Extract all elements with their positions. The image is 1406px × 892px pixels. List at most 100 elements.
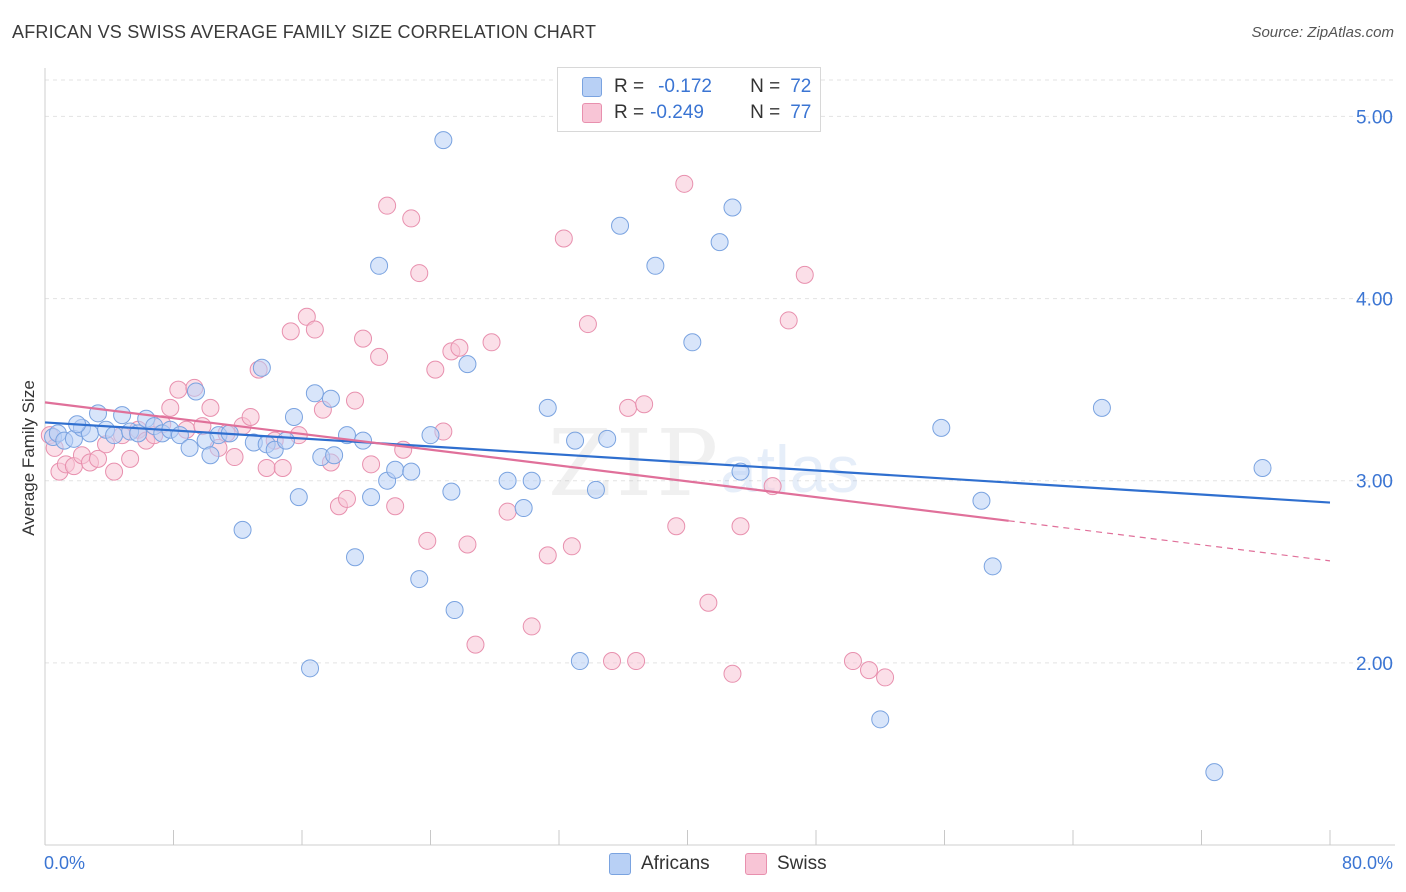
africans-point xyxy=(105,426,124,445)
africans-point xyxy=(321,389,340,408)
africans-point xyxy=(1092,398,1111,417)
swiss-point xyxy=(378,196,397,215)
swiss-point xyxy=(257,458,276,477)
africans-swatch xyxy=(582,77,602,97)
africans-point xyxy=(566,431,585,450)
swiss-point xyxy=(627,652,646,671)
africans-point xyxy=(514,499,533,518)
swiss-point xyxy=(458,535,477,554)
swiss-point xyxy=(723,664,742,683)
y-tick-label: 3.00 xyxy=(1356,472,1393,493)
swiss-point xyxy=(161,398,180,417)
swiss-point xyxy=(667,517,686,536)
swiss-point xyxy=(297,307,316,326)
swiss-point xyxy=(89,449,108,468)
chart-title: AFRICAN VS SWISS AVERAGE FAMILY SIZE COR… xyxy=(12,22,597,42)
legend-r-label: R = xyxy=(614,76,645,97)
legend-label-africans: Africans xyxy=(641,853,710,874)
legend-item-swiss[interactable]: Swiss xyxy=(745,851,827,877)
swiss-point xyxy=(619,398,638,417)
legend-r-label: R = xyxy=(614,102,645,123)
swiss-point xyxy=(402,209,421,228)
swiss-point xyxy=(635,395,654,414)
legend-n-label: N = xyxy=(750,102,781,123)
africans-point xyxy=(186,382,205,401)
trend-lines xyxy=(44,401,1331,562)
africans-point xyxy=(586,480,605,499)
swiss-swatch xyxy=(582,103,602,123)
y-tick-label: 5.00 xyxy=(1356,107,1393,128)
africans-point xyxy=(402,462,421,481)
swiss-point xyxy=(603,652,622,671)
legend-label-swiss: Swiss xyxy=(777,853,827,874)
swiss-point xyxy=(843,652,862,671)
swiss-swatch xyxy=(745,853,767,875)
swiss-point xyxy=(450,338,469,357)
africans-point xyxy=(731,462,750,481)
swiss-point xyxy=(482,333,501,352)
africans-point xyxy=(983,557,1002,576)
legend-row-swiss: R = -0.249 N = 77 xyxy=(582,101,811,125)
legend-n-value: 72 xyxy=(790,76,812,97)
africans-point xyxy=(646,256,665,275)
africans-point xyxy=(252,358,271,377)
africans-point xyxy=(723,198,742,217)
swiss-point xyxy=(538,546,557,565)
swiss-point xyxy=(370,347,389,366)
africans-point xyxy=(522,471,541,490)
swiss-point xyxy=(466,635,485,654)
swiss-point xyxy=(554,229,573,248)
y-tick-label: 4.00 xyxy=(1356,290,1393,311)
legend-n-label: N = xyxy=(750,76,781,97)
swiss-point xyxy=(731,517,750,536)
swiss-point xyxy=(498,502,517,521)
y-axis-label: Average Family Size xyxy=(19,380,38,536)
africans-point xyxy=(301,659,320,678)
source-label: Source: ZipAtlas.com xyxy=(1251,24,1394,41)
africans-point xyxy=(113,406,132,425)
swiss-point xyxy=(522,617,541,636)
africans-point xyxy=(442,482,461,501)
swiss-point xyxy=(410,264,429,283)
legend-r-value: -0.249 xyxy=(650,102,704,123)
africans-point xyxy=(445,601,464,620)
swiss-point xyxy=(876,668,895,687)
africans-point xyxy=(932,418,951,437)
axes xyxy=(44,68,1395,846)
africans-point xyxy=(1205,763,1224,782)
swiss-point xyxy=(362,455,381,474)
swiss-point xyxy=(426,360,445,379)
africans-point xyxy=(325,446,344,465)
africans-point xyxy=(233,520,252,539)
swiss-point xyxy=(578,315,597,334)
africans-swatch xyxy=(609,853,631,875)
swiss-point xyxy=(121,449,140,468)
africans-point xyxy=(434,131,453,150)
africans-point xyxy=(362,488,381,507)
africans-point xyxy=(346,548,365,567)
swiss-point xyxy=(699,593,718,612)
legend-item-africans[interactable]: Africans xyxy=(609,851,710,877)
swiss-point xyxy=(225,448,244,467)
swiss-point xyxy=(418,531,437,550)
swiss-point xyxy=(562,537,581,556)
swiss-point xyxy=(779,311,798,330)
swiss-point xyxy=(860,661,879,680)
swiss-point xyxy=(105,462,124,481)
swiss-point xyxy=(346,391,365,410)
africans-point xyxy=(570,652,589,671)
africans-point xyxy=(458,355,477,374)
africans-point xyxy=(410,570,429,589)
africans-point xyxy=(305,384,324,403)
africans-point xyxy=(1253,458,1272,477)
tick-labels: 2.00 3.00 4.00 5.00 0.0% 80.0% xyxy=(44,107,1393,873)
africans-point xyxy=(710,233,729,252)
africans-trend-line xyxy=(44,421,1331,504)
x-tick-label: 0.0% xyxy=(44,853,85,873)
africans-point xyxy=(284,407,303,426)
africans-point xyxy=(538,398,557,417)
swiss-point xyxy=(795,265,814,284)
africans-point xyxy=(871,710,890,729)
africans-point xyxy=(370,256,389,275)
